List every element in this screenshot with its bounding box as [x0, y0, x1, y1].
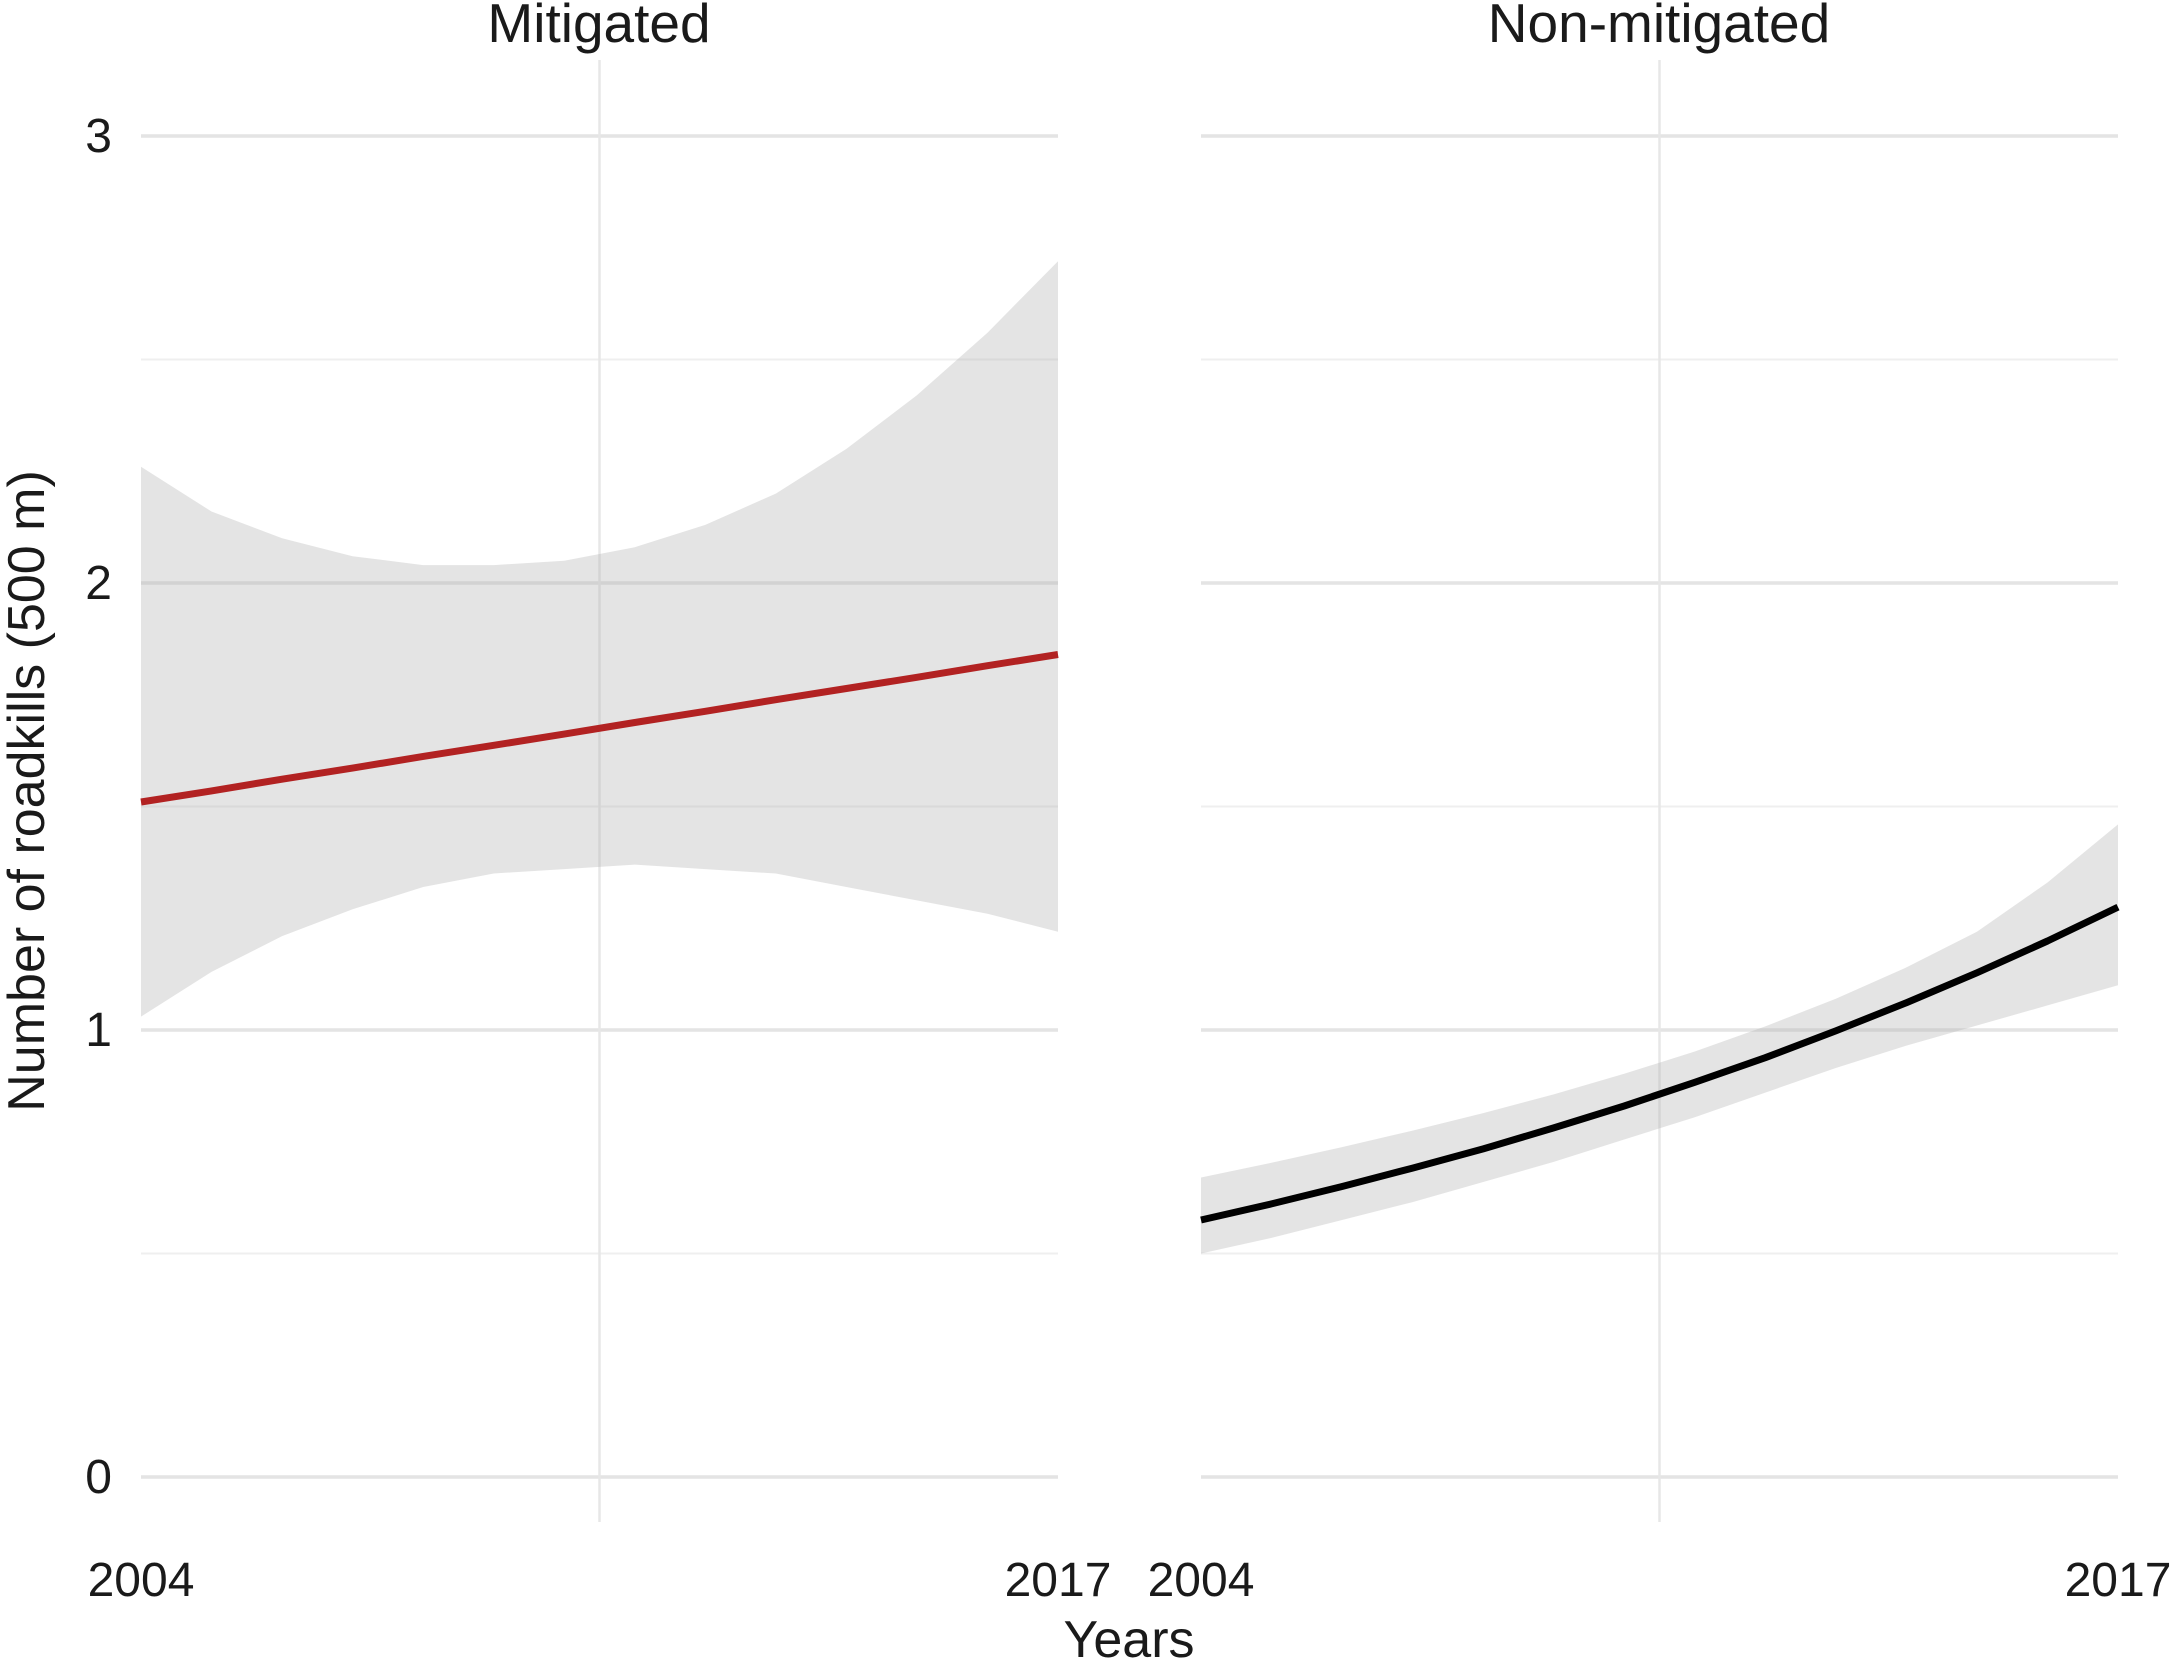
confidence-ribbon	[1201, 824, 2118, 1254]
x-axis-tick-labels: 2004 2017 2004 2017	[88, 1554, 2172, 1607]
y-tick-1: 1	[85, 1004, 112, 1057]
facet-title-mitigated: Mitigated	[487, 0, 710, 54]
y-tick-3: 3	[85, 110, 112, 163]
panel-facet-left	[140, 60, 1059, 1522]
x-axis-title: Years	[1063, 1611, 1194, 1664]
facet-title-non-mitigated: Non-mitigated	[1488, 0, 1830, 54]
x-tick-left-2017: 2017	[1005, 1554, 1112, 1607]
panel-facet-right	[1200, 60, 2120, 1522]
x-tick-right-2004: 2004	[1148, 1554, 1255, 1607]
trend-line	[140, 651, 1059, 806]
y-axis-tick-labels: 3 2 1 0	[85, 110, 112, 1504]
y-axis-title: Number of roadkills (500 m)	[0, 470, 56, 1112]
y-tick-0: 0	[85, 1451, 112, 1504]
chart-layers	[140, 60, 2120, 1522]
trend-line	[1200, 903, 2120, 1224]
x-tick-left-2004: 2004	[88, 1554, 195, 1607]
y-tick-2: 2	[85, 557, 112, 610]
x-tick-right-2017: 2017	[2065, 1554, 2172, 1607]
confidence-ribbon	[141, 261, 1058, 1017]
